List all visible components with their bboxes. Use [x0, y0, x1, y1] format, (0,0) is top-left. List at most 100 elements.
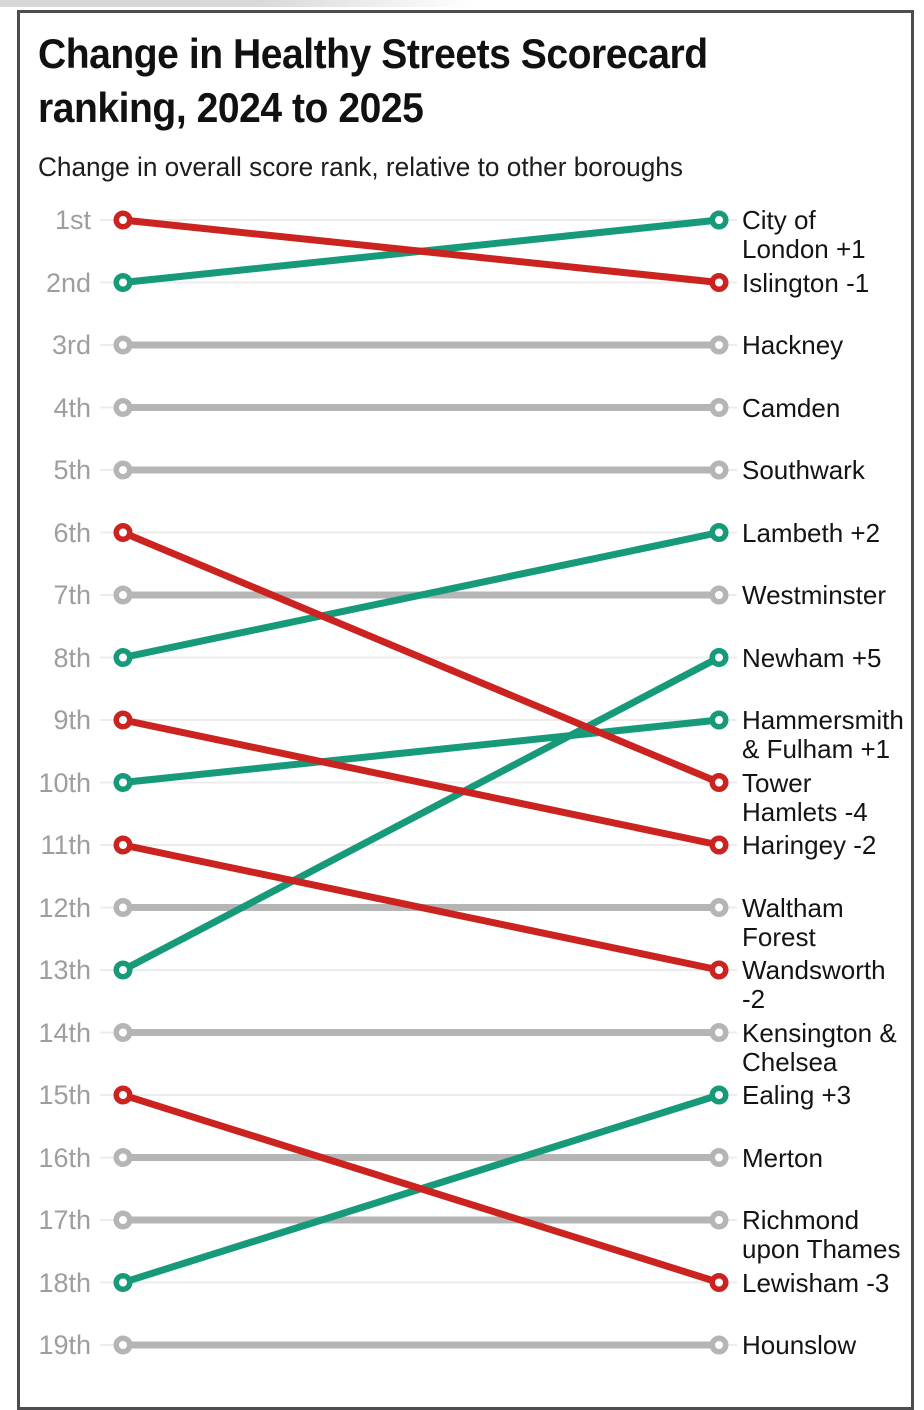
dot-2025-westminster — [709, 585, 729, 605]
dot-2025-tower-hamlets — [709, 773, 729, 792]
dot-2025-city-of-london — [709, 210, 729, 230]
rank-label-12th: 12th — [38, 892, 91, 923]
rank-label-16th: 16th — [38, 1142, 91, 1173]
rank-label-15th: 15th — [38, 1080, 91, 1110]
dot-2024-westminster — [113, 585, 133, 605]
rank-label-3rd: 3rd — [51, 330, 91, 360]
dot-2024-richmond-upon-thames — [113, 1210, 133, 1230]
borough-label-line: -2 — [742, 984, 766, 1014]
rank-label-10th: 10th — [38, 767, 91, 798]
borough-label-haringey: Haringey -2 — [742, 831, 918, 860]
rank-label-18th: 18th — [38, 1267, 91, 1298]
slope-line-islington — [122, 216, 720, 286]
borough-label-line: Hammersmith — [742, 705, 904, 735]
dot-2025-haringey — [709, 835, 729, 855]
page-title: Change in Healthy Streets Scorecard rank… — [38, 27, 838, 135]
borough-label-line: Forest — [742, 921, 816, 952]
borough-label-line: Ealing +3 — [742, 1080, 852, 1110]
rank-label-13th: 13th — [38, 955, 91, 985]
borough-label-line: Tower — [742, 767, 812, 798]
borough-label-line: Newham +5 — [742, 642, 882, 673]
slope-line-haringey — [122, 716, 720, 849]
borough-label-hammersmith-fulham: Hammersmith & Fulham +1 — [742, 706, 918, 764]
borough-label-line: Haringey -2 — [742, 830, 877, 860]
borough-label-lewisham: Lewisham -3 — [742, 1267, 918, 1298]
rank-label-14th: 14th — [38, 1017, 91, 1048]
borough-label-camden: Camden — [742, 392, 918, 423]
dot-2024-waltham-forest — [113, 898, 133, 917]
dot-2025-southwark — [709, 460, 729, 480]
dot-2024-camden — [113, 398, 133, 417]
dot-2024-islington — [113, 210, 133, 230]
borough-label-line: Kensington & — [742, 1017, 897, 1048]
borough-label-line: Wandsworth — [742, 955, 886, 985]
borough-label-line: Chelsea — [742, 1046, 838, 1077]
slope-line-wandsworth — [122, 841, 720, 974]
borough-label-ealing: Ealing +3 — [742, 1081, 918, 1110]
dot-2024-ealing — [113, 1273, 133, 1292]
dot-2025-waltham-forest — [709, 898, 729, 917]
page-subtitle: Change in overall score rank, relative t… — [38, 152, 683, 182]
rank-label-6th: 6th — [53, 517, 91, 548]
dot-2025-kensington-chelsea — [709, 1023, 729, 1042]
rank-label-11th: 11th — [40, 830, 91, 860]
dot-2025-ealing — [709, 1085, 729, 1105]
borough-label-line: City of — [742, 205, 816, 235]
dot-2025-hackney — [709, 335, 729, 355]
borough-label-hounslow: Hounslow — [742, 1331, 918, 1360]
slope-line-lewisham — [121, 1091, 721, 1286]
borough-label-line: Hamlets -4 — [742, 796, 868, 827]
dot-2024-haringey — [113, 710, 133, 730]
borough-label-line: Hackney — [742, 330, 844, 360]
dot-2024-hammersmith-fulham — [113, 773, 133, 792]
borough-label-line: Merton — [742, 1142, 823, 1173]
dot-2025-lambeth — [709, 523, 729, 542]
borough-label-lambeth: Lambeth +2 — [742, 517, 918, 548]
dot-2025-camden — [709, 398, 729, 417]
page-title-line-1: Change in Healthy Streets Scorecard — [38, 30, 708, 77]
window-edge-strip — [0, 0, 470, 7]
rank-label-9th: 9th — [53, 705, 91, 735]
dot-2024-merton — [113, 1148, 133, 1167]
rank-label-2nd: 2nd — [45, 267, 91, 298]
borough-label-newham: Newham +5 — [742, 642, 918, 673]
dot-2025-newham — [709, 648, 729, 667]
borough-label-line: Hounslow — [742, 1330, 857, 1360]
borough-label-line: Camden — [742, 392, 841, 423]
rank-label-17th: 17th — [38, 1205, 91, 1235]
borough-label-richmond-upon-thames: Richmond upon Thames — [742, 1206, 918, 1264]
dot-2025-hammersmith-fulham — [709, 710, 729, 730]
borough-label-line: upon Thames — [742, 1234, 901, 1264]
page-title-line-2: ranking, 2024 to 2025 — [38, 84, 424, 131]
dot-2025-islington — [709, 273, 729, 292]
borough-label-line: Lewisham -3 — [742, 1267, 890, 1298]
slope-line-hammersmith-fulham — [122, 716, 720, 786]
borough-label-line: Lambeth +2 — [742, 517, 881, 548]
dot-2025-wandsworth — [709, 960, 729, 980]
dot-2024-lambeth — [113, 648, 133, 667]
dot-2024-wandsworth — [113, 835, 133, 855]
borough-label-wandsworth: Wandsworth -2 — [742, 956, 918, 1014]
dot-2024-tower-hamlets — [113, 523, 133, 542]
rank-label-8th: 8th — [53, 642, 91, 673]
borough-label-line: & Fulham +1 — [742, 734, 891, 764]
rank-label-4th: 4th — [53, 392, 91, 423]
slope-line-newham — [121, 654, 721, 974]
borough-label-line: Islington -1 — [742, 267, 870, 298]
rank-label-1st: 1st — [54, 205, 91, 235]
dot-2025-richmond-upon-thames — [709, 1210, 729, 1230]
borough-label-hackney: Hackney — [742, 331, 918, 360]
borough-label-line: Southwark — [742, 455, 865, 485]
dot-2024-city-of-london — [113, 273, 133, 292]
borough-label-line: London +1 — [742, 234, 866, 264]
dot-2024-newham — [113, 960, 133, 980]
borough-label-islington: Islington -1 — [742, 267, 918, 298]
dot-2024-kensington-chelsea — [113, 1023, 133, 1042]
dot-2024-hackney — [113, 335, 133, 355]
borough-label-tower-hamlets: Tower Hamlets -4 — [742, 767, 918, 827]
rank-label-5th: 5th — [53, 455, 91, 485]
borough-label-kensington-chelsea: Kensington & Chelsea — [742, 1017, 918, 1077]
slope-line-tower-hamlets — [121, 529, 721, 786]
borough-label-city-of-london: City of London +1 — [742, 206, 918, 264]
